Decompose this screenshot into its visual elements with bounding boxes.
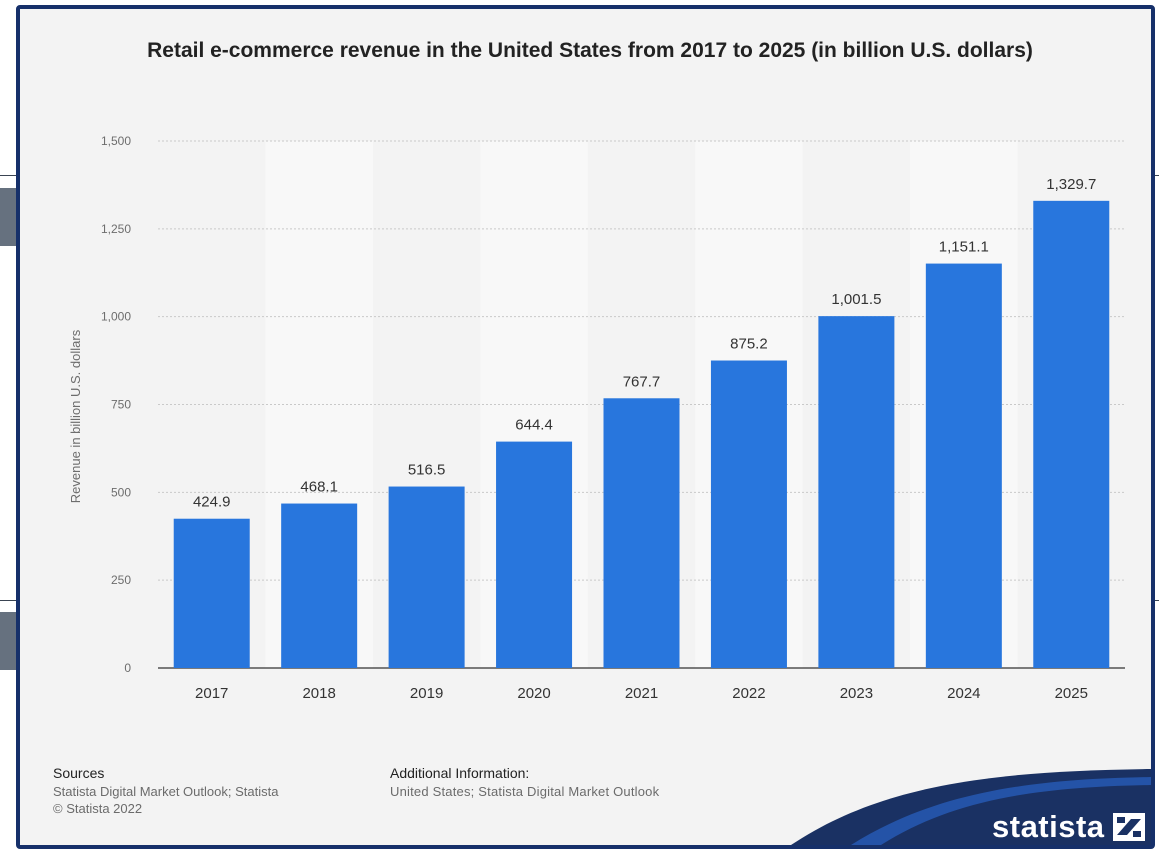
x-tick-label: 2021 bbox=[625, 685, 658, 702]
bar bbox=[603, 398, 680, 668]
x-tick-label: 2019 bbox=[410, 685, 443, 702]
sources-heading: Sources bbox=[53, 765, 105, 781]
additional-info-heading: Additional Information: bbox=[390, 765, 530, 781]
logo-wave bbox=[791, 769, 1151, 845]
logo-text: statista bbox=[992, 809, 1105, 844]
data-label: 1,329.7 bbox=[1046, 176, 1096, 193]
bar bbox=[925, 263, 1002, 668]
y-axis-title: Revenue in billion U.S. dollars bbox=[68, 329, 83, 503]
x-tick-label: 2018 bbox=[302, 685, 335, 702]
y-tick-label: 1,000 bbox=[101, 310, 131, 324]
chart-title: Retail e-commerce revenue in the United … bbox=[147, 39, 1033, 62]
data-label: 644.4 bbox=[515, 417, 553, 434]
data-label: 468.1 bbox=[300, 479, 338, 496]
background-tab bbox=[0, 612, 18, 670]
chart-card: 0 250 500 750 1,000 1,250 1,500 424.9 2017 468.1 2… bbox=[16, 5, 1155, 849]
sources-text: Statista Digital Market Outlook; Statist… bbox=[53, 784, 279, 799]
x-tick-label: 2017 bbox=[195, 685, 228, 702]
x-tick-label: 2023 bbox=[840, 685, 873, 702]
x-tick-label: 2025 bbox=[1055, 685, 1088, 702]
bar bbox=[710, 360, 787, 668]
x-tick-label: 2024 bbox=[947, 685, 980, 702]
data-label: 1,001.5 bbox=[831, 291, 881, 308]
bar bbox=[1033, 200, 1110, 668]
copyright-text: © Statista 2022 bbox=[53, 801, 143, 816]
y-tick-label: 1,250 bbox=[101, 222, 131, 236]
y-tick-label: 1,500 bbox=[101, 134, 131, 148]
data-label: 767.7 bbox=[623, 373, 661, 390]
y-tick-label: 250 bbox=[111, 573, 131, 587]
data-label: 516.5 bbox=[408, 462, 446, 479]
additional-info-block: Additional Information: United States; S… bbox=[390, 765, 659, 799]
sources-block: Sources Statista Digital Market Outlook;… bbox=[53, 765, 278, 816]
x-tick-label: 2022 bbox=[732, 685, 765, 702]
bar-chart: 0 250 500 750 1,000 1,250 1,500 424.9 2017 468.1 2… bbox=[68, 134, 1125, 702]
additional-info-text: United States; Statista Digital Market O… bbox=[390, 784, 660, 799]
statista-logo-icon bbox=[1112, 813, 1145, 841]
data-label: 1,151.1 bbox=[939, 239, 989, 256]
y-tick-label: 750 bbox=[111, 398, 131, 412]
y-tick-label: 0 bbox=[124, 661, 131, 675]
background-tab bbox=[0, 188, 18, 246]
bar bbox=[281, 503, 358, 668]
data-label: 424.9 bbox=[193, 494, 231, 511]
bar bbox=[818, 316, 895, 668]
statista-logo[interactable]: statista bbox=[992, 809, 1145, 845]
x-tick-label: 2020 bbox=[517, 685, 550, 702]
data-label: 875.2 bbox=[730, 336, 768, 353]
bar bbox=[496, 441, 573, 668]
bar bbox=[173, 518, 250, 668]
y-tick-label: 500 bbox=[111, 485, 131, 499]
bar bbox=[388, 486, 465, 668]
